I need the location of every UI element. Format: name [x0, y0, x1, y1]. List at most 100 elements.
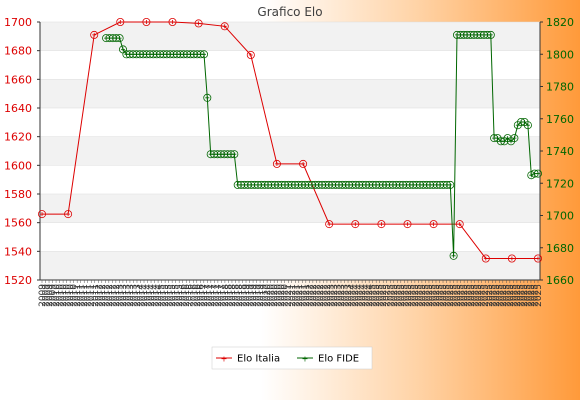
x-tick-label: 2014 — [151, 284, 161, 307]
plot-band — [40, 79, 540, 108]
x-tick-label: 2025 — [478, 284, 488, 307]
data-point-cross — [202, 52, 206, 57]
data-point — [246, 51, 255, 60]
right-axis-ticks: 1660 1680 1700 1720 1740 1760 1780 1800 1820 — [540, 16, 574, 287]
x-tick-label: 2016 — [182, 284, 192, 307]
x-tick-label: 2014 — [144, 284, 154, 307]
x-tick-label: 2025 — [457, 284, 467, 307]
right-tick-label: 1700 — [546, 210, 574, 223]
x-tick-label: 2025 — [485, 284, 495, 307]
legend-marker-italia: + — [221, 355, 228, 364]
x-tick-label: 2013 — [122, 284, 132, 307]
data-point-cross — [536, 256, 540, 261]
x-tick-label: 2025 — [509, 284, 519, 307]
x-tick-label: 2009 — [42, 284, 52, 307]
x-tick-label: 2013 — [126, 284, 136, 307]
x-tick-label: 2025 — [460, 284, 470, 307]
right-tick-label: 1720 — [546, 177, 574, 190]
x-tick-label: 2025 — [513, 284, 523, 307]
series-layer — [38, 17, 543, 263]
x-tick-label: 2013 — [119, 284, 129, 307]
data-point — [486, 30, 495, 39]
data-point — [116, 17, 125, 26]
data-point-cross — [144, 20, 149, 24]
x-tick-label: 2019 — [253, 284, 263, 307]
data-point — [534, 169, 543, 178]
data-point — [446, 180, 455, 189]
x-tick-label: 2020 — [270, 284, 280, 307]
data-point — [220, 22, 229, 31]
x-tick-label: 2009 — [49, 284, 59, 307]
x-tick-label: 2019 — [242, 284, 252, 307]
x-tick-label: 2019 — [246, 284, 256, 307]
data-point-cross — [483, 256, 488, 261]
data-point-cross — [170, 20, 175, 24]
x-tick-label: 2025 — [467, 284, 477, 307]
x-tick-label: 2025 — [400, 284, 410, 307]
x-tick-label: 2025 — [443, 284, 453, 307]
x-tick-label: 2019 — [249, 284, 259, 307]
legend: + Elo Italia + Elo FIDE — [211, 346, 373, 370]
x-tick-label: 2022 — [323, 284, 333, 307]
x-tick-label: 2021 — [284, 284, 294, 307]
x-tick-label: 2020 — [277, 284, 287, 307]
x-tick-label: 2025 — [379, 284, 389, 307]
x-tick-label: 2011 — [77, 284, 87, 307]
data-point-cross — [121, 47, 125, 52]
x-tick-label: 2018 — [231, 284, 241, 307]
x-tick-label: 2025 — [425, 284, 435, 307]
data-point-cross — [232, 152, 237, 157]
data-point — [272, 159, 281, 168]
x-tick-label: 2020 — [281, 284, 291, 307]
legend-marker-fide: + — [302, 355, 309, 364]
x-tick-label: 2011 — [91, 284, 101, 307]
x-tick-label: 2017 — [217, 284, 227, 307]
x-tick-label: 2010 — [66, 284, 76, 307]
x-tick-label: 2024 — [362, 284, 372, 307]
data-point — [403, 220, 412, 229]
data-point-cross — [196, 21, 201, 26]
x-tick-label: 2021 — [302, 284, 312, 307]
left-tick-label: 1680 — [4, 45, 32, 58]
x-tick-label: 2024 — [348, 284, 358, 307]
data-point-cross — [431, 222, 436, 227]
x-tick-label: 2009 — [45, 284, 55, 307]
data-point — [429, 220, 438, 229]
x-tick-label: 2025 — [369, 284, 379, 307]
series-italia — [38, 17, 543, 263]
x-tick-label: 2025 — [502, 284, 512, 307]
right-tick-label: 1660 — [546, 274, 574, 287]
data-point-cross — [353, 222, 358, 227]
x-tick-label: 2020 — [263, 284, 273, 307]
x-tick-label: 2025 — [428, 284, 438, 307]
x-tick-label: 2025 — [474, 284, 484, 307]
x-tick-label: 2018 — [221, 284, 231, 307]
data-point — [142, 17, 151, 26]
x-tick-label: 2016 — [186, 284, 196, 307]
plot-band — [40, 136, 540, 166]
x-tick-label: 2010 — [63, 284, 73, 307]
x-tick-label: 2020 — [267, 284, 277, 307]
data-point — [90, 30, 99, 39]
x-tick-label: 2015 — [158, 284, 168, 307]
x-tick-label: 2011 — [87, 284, 97, 307]
right-tick-label: 1680 — [546, 242, 574, 255]
x-tick-label: 2011 — [80, 284, 90, 307]
x-tick-label: 2017 — [203, 284, 213, 307]
data-point — [523, 121, 532, 130]
series-fide — [102, 30, 543, 260]
x-tick-label: 2025 — [446, 284, 456, 307]
data-point — [38, 210, 47, 219]
x-tick-label: 2018 — [228, 284, 238, 307]
data-point-cross — [40, 212, 44, 217]
right-tick-label: 1820 — [546, 16, 574, 29]
x-tick-label: 2025 — [386, 284, 396, 307]
x-tick-label: 2023 — [341, 284, 351, 307]
left-tick-label: 1560 — [4, 217, 32, 230]
x-tick-label: 2023 — [326, 284, 336, 307]
x-tick-label: 2010 — [52, 284, 62, 307]
x-tick-label: 2025 — [421, 284, 431, 307]
x-tick-label: 2014 — [136, 284, 146, 307]
data-point-cross — [248, 53, 253, 57]
left-tick-label: 1520 — [4, 274, 32, 287]
